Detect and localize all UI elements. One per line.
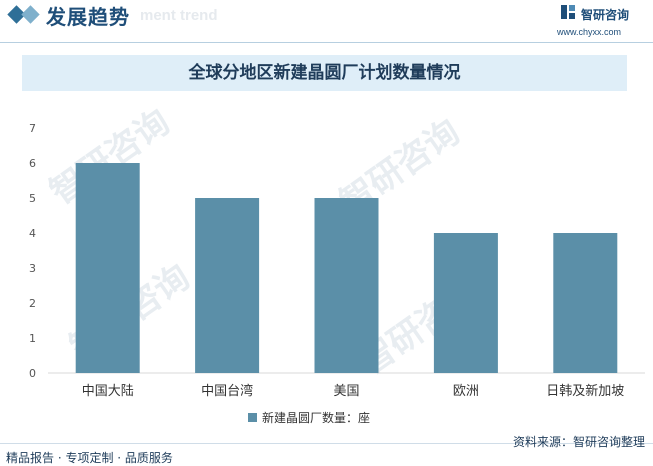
legend-label: 新建晶圆厂数量：座 xyxy=(262,410,370,425)
bar xyxy=(195,198,260,373)
chart-title-band: 全球分地区新建晶圆厂计划数量情况 xyxy=(22,55,627,91)
x-tick-label: 日韩及新加坡 xyxy=(546,383,624,399)
source-note: 资料来源：智研咨询整理 xyxy=(512,435,645,449)
site-url: www.chyxx.com xyxy=(557,27,622,37)
x-tick-label: 中国大陆 xyxy=(82,383,134,399)
y-tick-label: 7 xyxy=(29,122,36,135)
y-tick-label: 4 xyxy=(29,227,36,240)
x-tick-label: 中国台湾 xyxy=(201,383,253,399)
bar xyxy=(314,198,379,373)
y-tick-label: 2 xyxy=(29,297,36,310)
header-divider xyxy=(0,42,653,43)
legend-swatch xyxy=(248,413,257,422)
chart-title: 全球分地区新建晶圆厂计划数量情况 xyxy=(188,63,461,83)
y-tick-label: 0 xyxy=(29,367,36,380)
brand-name: 智研咨询 xyxy=(581,8,630,22)
y-tick-label: 5 xyxy=(29,192,36,205)
footer-slogan: 精品报告 · 专项定制 · 品质服务 xyxy=(6,451,173,465)
bar xyxy=(75,163,140,373)
x-tick-label: 欧洲 xyxy=(453,384,479,399)
y-tick-label: 3 xyxy=(29,262,36,275)
section-title: 发展趋势 xyxy=(46,5,130,29)
bar xyxy=(553,233,618,373)
logo-icon xyxy=(561,5,575,19)
footer-divider xyxy=(0,443,653,444)
y-tick-label: 1 xyxy=(29,332,36,345)
page-header: ment trend 发展趋势 智研咨询 www.chyxx.com xyxy=(0,0,653,44)
bar xyxy=(433,233,498,373)
x-tick-label: 美国 xyxy=(333,384,359,399)
ghost-subtitle: ment trend xyxy=(140,7,218,24)
y-tick-label: 6 xyxy=(29,157,36,170)
